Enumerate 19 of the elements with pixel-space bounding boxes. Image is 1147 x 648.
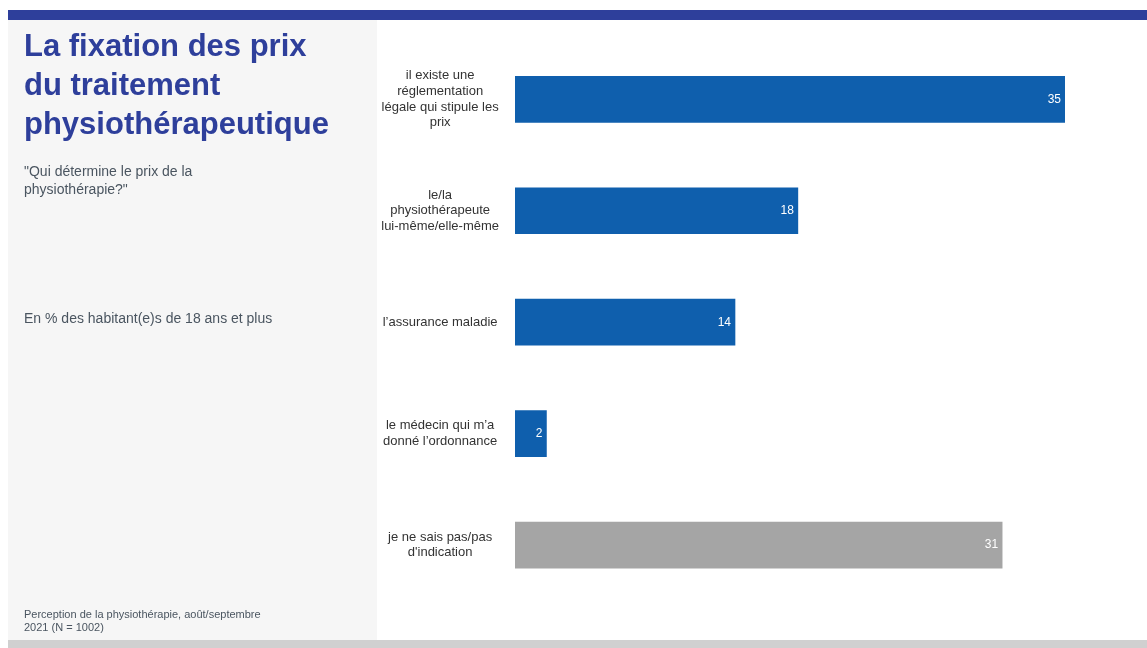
y-tick-label: le/la physiothérapeute lui-même/elle-même [381, 186, 499, 233]
text: En % des habitant(e)s de 18 ans et plus [24, 310, 274, 326]
bar [515, 75, 1065, 123]
data-label: 2 [535, 425, 543, 440]
y-tick-label: l’assurance maladie [382, 313, 498, 329]
bar [515, 521, 1003, 569]
text: "Qui détermine le prix de la physiothérapie?" [24, 162, 194, 198]
bar [515, 410, 547, 457]
text: Perception de la physiothérapie, août/septembre 2021 (N = 1002) [24, 608, 262, 634]
y-tick-label: le médecin qui m’a donné l’ordonnance [383, 417, 498, 449]
text: La fixation des prix du traitement physiothérapeutique [24, 27, 330, 143]
bar [515, 298, 736, 346]
data-label: 35 [1047, 91, 1062, 106]
data-label: 14 [717, 314, 732, 329]
y-tick-label: il existe une réglementation légale qui stipule les prix [381, 67, 500, 130]
data-label: 18 [780, 203, 795, 218]
y-tick-label: je ne sais pas/pas d'indication [387, 528, 493, 560]
bar [515, 187, 799, 235]
data-label: 31 [984, 537, 999, 552]
